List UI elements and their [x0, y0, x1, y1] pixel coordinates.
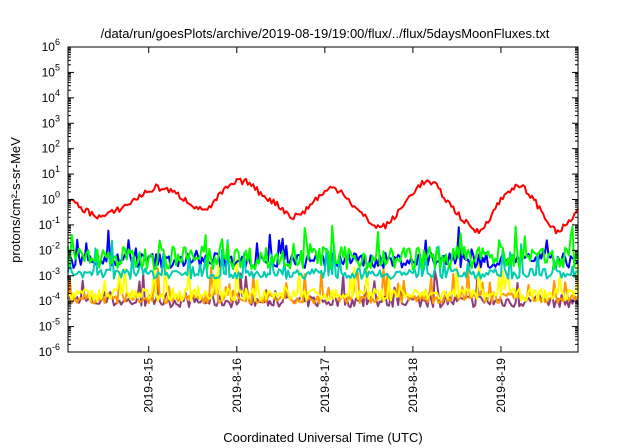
x-tick-label: 2019-8-18 — [406, 358, 420, 413]
y-tick-label: 101 — [42, 164, 60, 181]
x-tick-label: 2019-8-17 — [318, 358, 332, 413]
y-tick-label: 10-3 — [39, 266, 60, 283]
y-tick-label: 10-4 — [39, 291, 60, 308]
series-line — [67, 177, 579, 235]
y-tick-label: 10-1 — [39, 215, 60, 232]
series-group — [67, 177, 579, 309]
y-tick-label: 10-5 — [39, 317, 60, 334]
x-axis-label: Coordinated Universal Time (UTC) — [223, 430, 422, 445]
y-tick-label: 102 — [42, 139, 60, 156]
y-tick-label: 100 — [42, 190, 60, 207]
y-axis: 10-6 10-5 10-4 10-3 10-2 10-1 100 101 102 103 104 1… — [39, 37, 578, 359]
series-line — [67, 224, 579, 271]
y-tick-label: 106 — [42, 37, 60, 54]
y-tick-label: 105 — [42, 62, 60, 79]
x-tick-label: 2019-8-16 — [230, 358, 244, 413]
y-axis-label: protons/cm²-s-sr-MeV — [8, 137, 23, 263]
y-tick-label: 104 — [42, 88, 60, 105]
series-line — [67, 259, 579, 302]
series-line — [67, 239, 579, 280]
y-tick-label: 10-6 — [39, 342, 60, 359]
x-tick-label: 2019-8-19 — [494, 358, 508, 413]
series-line — [67, 263, 579, 305]
x-tick-label: 2019-8-15 — [142, 358, 156, 413]
chart-title: /data/run/goesPlots/archive/2019-08-19/1… — [101, 26, 550, 41]
y-tick-label: 10-2 — [39, 240, 60, 257]
x-axis: 2019-8-15 2019-8-16 2019-8-17 2019-8-18 2019… — [142, 47, 508, 413]
y-tick-label: 103 — [42, 113, 60, 130]
